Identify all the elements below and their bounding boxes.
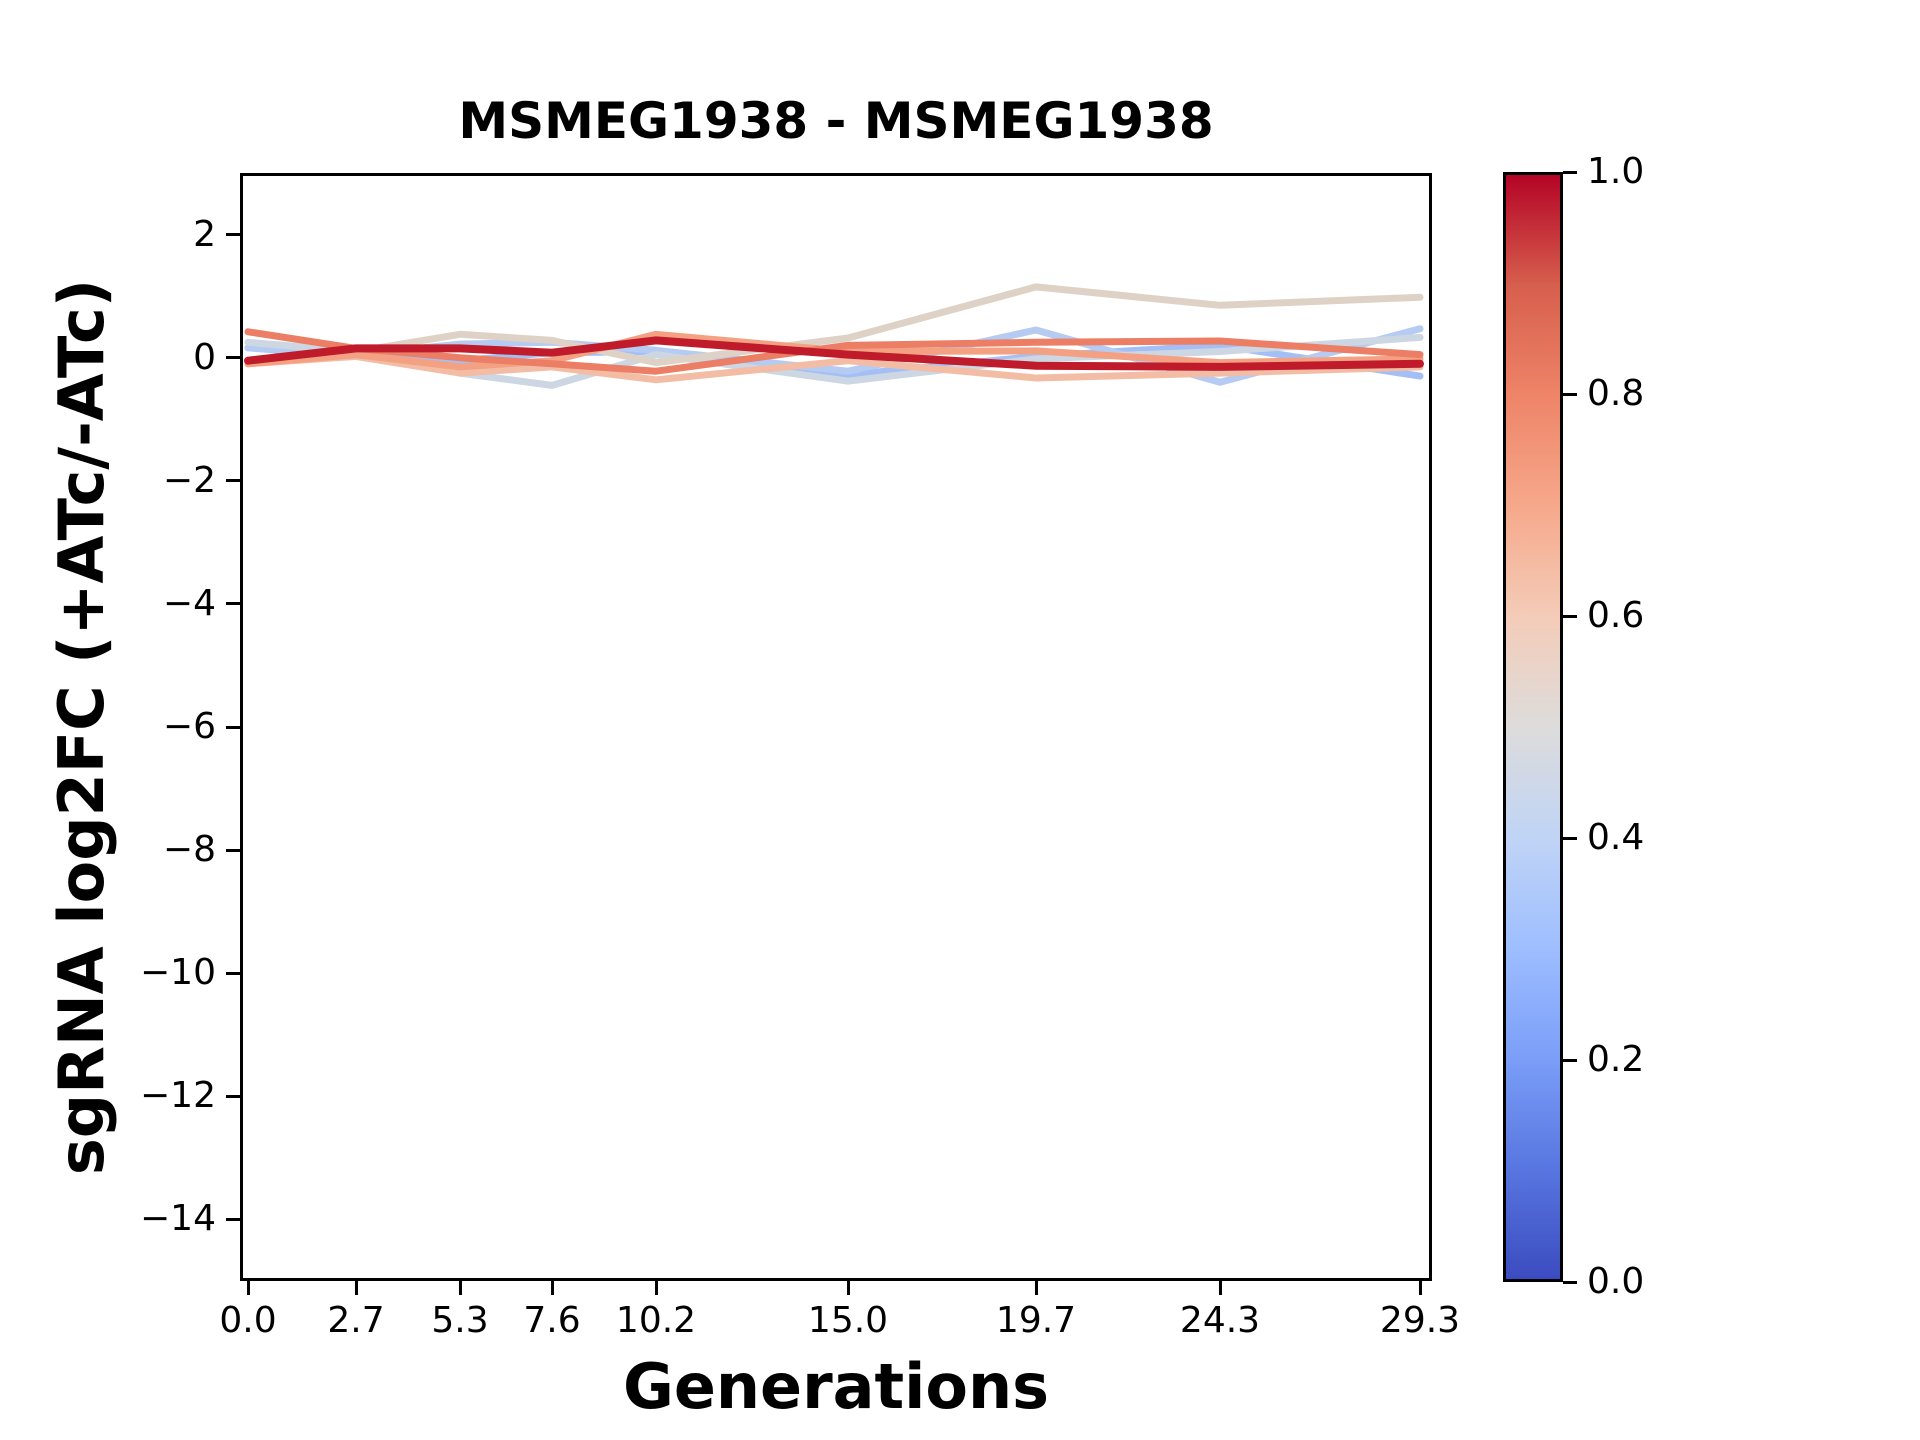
y-tick-mark xyxy=(226,725,240,729)
y-tick-mark xyxy=(226,233,240,237)
colorbar-tick-label: 0.8 xyxy=(1587,373,1645,414)
x-axis-label: Generations xyxy=(622,1350,1050,1423)
y-tick-mark xyxy=(226,356,240,360)
y-tick-label: −8 xyxy=(162,829,216,871)
x-tick-mark xyxy=(1218,1281,1222,1295)
x-tick-label: 19.7 xyxy=(995,1300,1077,1341)
colorbar-tick-mark xyxy=(1563,614,1577,618)
x-tick-label: 10.2 xyxy=(615,1300,697,1341)
x-tick-mark xyxy=(654,1281,658,1295)
data-line-line_1 xyxy=(244,336,1424,371)
x-tick-mark xyxy=(1034,1281,1038,1295)
data-line-line_3 xyxy=(244,330,1424,371)
x-tick-label: 24.3 xyxy=(1179,1300,1261,1341)
plot-area xyxy=(240,173,1432,1281)
y-tick-label: −6 xyxy=(162,706,216,747)
x-tick-label: 7.6 xyxy=(523,1300,581,1341)
colorbar xyxy=(1503,172,1563,1282)
x-tick-mark xyxy=(846,1281,850,1295)
x-tick-mark xyxy=(246,1281,250,1295)
line-plot-svg xyxy=(244,283,1424,389)
x-tick-mark xyxy=(354,1281,358,1295)
colorbar-tick-label: 0.4 xyxy=(1587,817,1645,858)
x-tick-label: 2.7 xyxy=(327,1300,385,1341)
colorbar-tick-label: 0.6 xyxy=(1587,595,1645,636)
x-tick-mark xyxy=(1418,1281,1422,1295)
colorbar-tick-mark xyxy=(1563,392,1577,396)
y-tick-mark xyxy=(226,848,240,852)
y-tick-mark xyxy=(226,479,240,483)
colorbar-tick-label: 0.2 xyxy=(1587,1039,1645,1080)
y-tick-label: −4 xyxy=(162,582,216,624)
x-tick-label: 5.3 xyxy=(431,1300,489,1341)
colorbar-tick-label: 0.0 xyxy=(1587,1261,1645,1302)
y-tick-label: −12 xyxy=(140,1075,216,1117)
x-tick-mark xyxy=(550,1281,554,1295)
y-tick-label: −2 xyxy=(162,459,216,501)
y-tick-label: 0 xyxy=(193,336,216,378)
colorbar-tick-mark xyxy=(1563,1058,1577,1062)
y-tick-mark xyxy=(226,602,240,606)
chart-title: MSMEG1938 - MSMEG1938 xyxy=(458,92,1214,150)
y-tick-mark xyxy=(226,1094,240,1098)
y-tick-label: −14 xyxy=(140,1198,216,1240)
y-tick-label: −10 xyxy=(140,952,216,994)
y-tick-label: 2 xyxy=(193,213,216,255)
x-tick-label: 29.3 xyxy=(1379,1300,1461,1341)
y-tick-mark xyxy=(226,1217,240,1221)
colorbar-tick-mark xyxy=(1563,836,1577,840)
x-tick-mark xyxy=(458,1281,462,1295)
colorbar-tick-mark xyxy=(1563,1280,1577,1284)
x-tick-label: 0.0 xyxy=(219,1300,277,1341)
x-tick-label: 15.0 xyxy=(807,1300,889,1341)
y-tick-mark xyxy=(226,971,240,975)
colorbar-tick-mark xyxy=(1563,170,1577,174)
colorbar-tick-label: 1.0 xyxy=(1587,151,1645,192)
